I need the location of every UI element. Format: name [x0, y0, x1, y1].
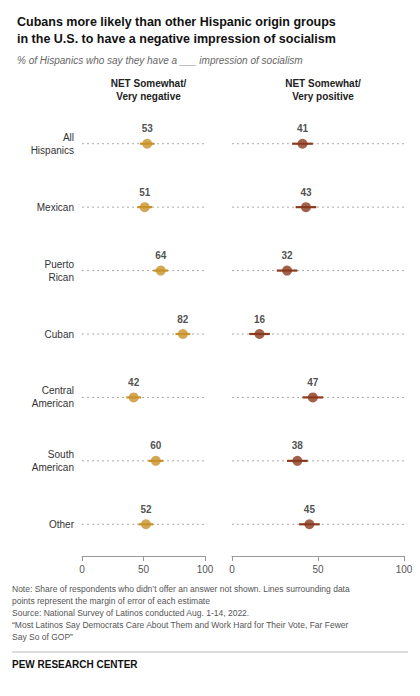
- svg-text:50: 50: [312, 564, 324, 575]
- svg-text:0: 0: [229, 564, 235, 575]
- svg-text:% of Hispanics who say they ha: % of Hispanics who say they have a ___ i…: [17, 55, 303, 66]
- svg-text:in the U.S. to have a negative: in the U.S. to have a negative impressio…: [17, 32, 336, 46]
- svg-text:60: 60: [150, 440, 162, 451]
- svg-text:Very positive: Very positive: [292, 91, 354, 102]
- svg-text:100: 100: [396, 564, 413, 575]
- svg-text:American: American: [32, 462, 74, 473]
- svg-text:Hispanics: Hispanics: [31, 145, 74, 156]
- svg-text:Note: Share of respondents who: Note: Share of respondents who didn’t of…: [12, 584, 350, 594]
- svg-text:100: 100: [197, 564, 214, 575]
- svg-text:41: 41: [297, 123, 309, 134]
- svg-text:47: 47: [307, 377, 319, 388]
- svg-text:NET Somewhat/: NET Somewhat/: [285, 78, 361, 89]
- svg-text:Very negative: Very negative: [116, 91, 181, 102]
- svg-text:“Most Latinos Say Democrats Ca: “Most Latinos Say Democrats Care About T…: [12, 620, 349, 630]
- svg-text:32: 32: [281, 250, 293, 261]
- svg-text:64: 64: [155, 250, 167, 261]
- svg-text:38: 38: [292, 440, 304, 451]
- svg-text:52: 52: [140, 504, 152, 515]
- svg-text:Cuban: Cuban: [45, 329, 74, 340]
- svg-text:South: South: [48, 449, 74, 460]
- svg-text:All: All: [63, 132, 74, 143]
- svg-text:NET Somewhat/: NET Somewhat/: [111, 78, 187, 89]
- svg-text:points represent the margin of: points represent the margin of error of …: [12, 596, 210, 606]
- svg-text:Mexican: Mexican: [37, 202, 74, 213]
- svg-text:Source: National Survey of Lat: Source: National Survey of Latinos condu…: [12, 608, 249, 618]
- svg-text:Cubans more likely than other: Cubans more likely than other Hispanic o…: [17, 15, 336, 29]
- svg-text:Other: Other: [49, 519, 75, 530]
- svg-text:51: 51: [139, 187, 151, 198]
- svg-text:PEW RESEARCH CENTER: PEW RESEARCH CENTER: [12, 659, 138, 670]
- svg-text:43: 43: [300, 187, 312, 198]
- svg-text:Say So of GOP”: Say So of GOP”: [12, 632, 73, 642]
- svg-text:45: 45: [304, 504, 316, 515]
- svg-text:42: 42: [128, 377, 140, 388]
- svg-text:53: 53: [142, 123, 154, 134]
- svg-text:16: 16: [254, 314, 266, 325]
- svg-text:50: 50: [138, 564, 150, 575]
- svg-text:82: 82: [177, 314, 189, 325]
- svg-text:Central: Central: [42, 385, 74, 396]
- svg-text:Rican: Rican: [48, 272, 74, 283]
- svg-text:American: American: [32, 398, 74, 409]
- svg-text:Puerto: Puerto: [45, 259, 75, 270]
- svg-text:0: 0: [79, 564, 85, 575]
